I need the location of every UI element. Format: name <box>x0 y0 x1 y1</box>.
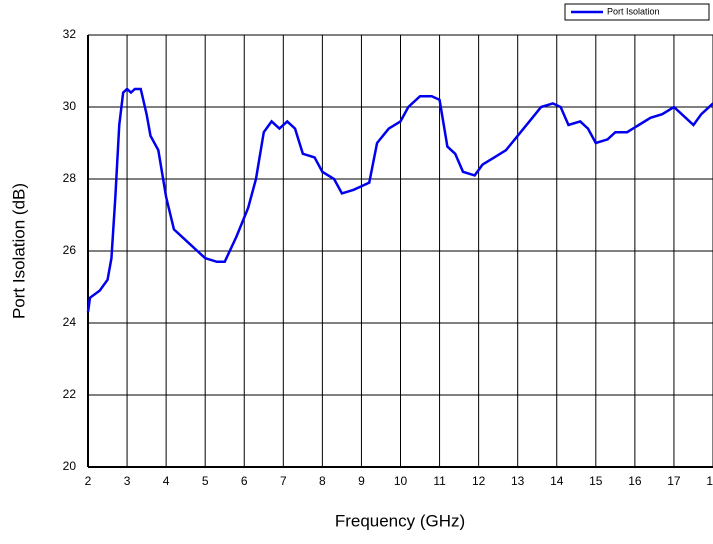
data-line <box>86 87 713 313</box>
x-tick-label: 17 <box>667 474 681 488</box>
legend-box <box>564 3 710 21</box>
x-tick-label: 10 <box>394 474 408 488</box>
x-tick-label: 9 <box>358 474 365 488</box>
x-tick-label: 14 <box>550 474 564 488</box>
x-tick-label: 2 <box>85 474 92 488</box>
y-tick-label: 22 <box>63 387 77 401</box>
y-axis-label: Port Isolation (dB) <box>9 183 28 319</box>
x-tick-label: 13 <box>511 474 525 488</box>
y-tick-label: 24 <box>63 315 77 329</box>
x-tick-label: 3 <box>124 474 131 488</box>
x-tick-label: 16 <box>628 474 642 488</box>
y-tick-label: 20 <box>63 459 77 473</box>
y-tick-label: 28 <box>63 171 77 185</box>
y-tick-label: 32 <box>63 27 77 41</box>
x-axis-label: Frequency (GHz) <box>335 511 465 530</box>
x-tick-label: 15 <box>589 474 603 488</box>
x-tick-label: 18 <box>706 474 713 488</box>
x-tick-label: 6 <box>241 474 248 488</box>
legend-label: Port Isolation <box>607 6 660 16</box>
x-tick-label: 8 <box>319 474 326 488</box>
x-tick-label: 4 <box>163 474 170 488</box>
x-tick-label: 5 <box>202 474 209 488</box>
y-tick-label: 26 <box>63 243 77 257</box>
y-tick-label: 30 <box>63 99 77 113</box>
x-tick-label: 12 <box>472 474 486 488</box>
x-tick-label: 7 <box>280 474 287 488</box>
x-tick-label: 11 <box>433 474 446 488</box>
